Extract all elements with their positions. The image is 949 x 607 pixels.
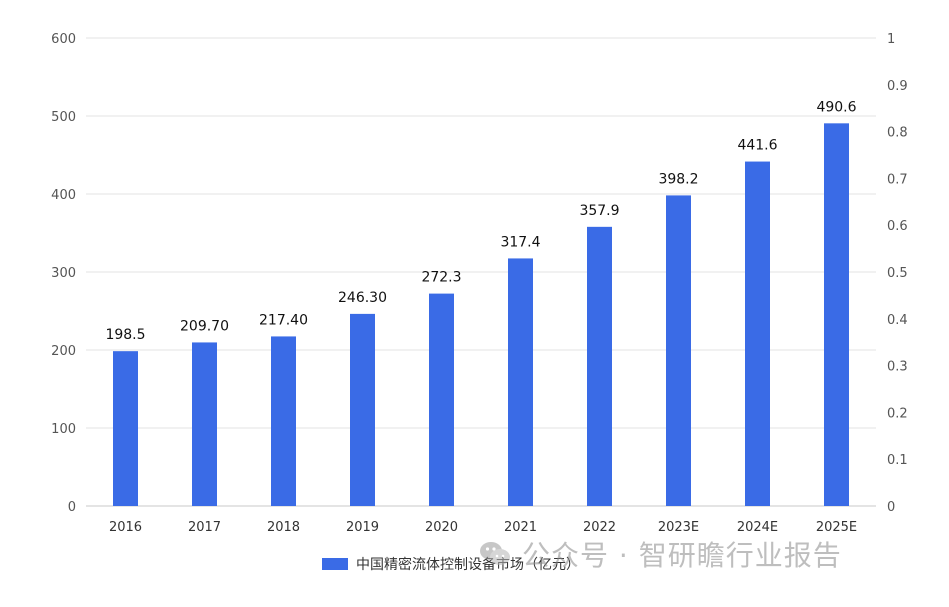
y2-tick-label: 0.2	[887, 406, 908, 421]
y-axis-left: 0 100 200 300 400 500 600	[51, 32, 76, 515]
x-tick-label: 2017	[188, 520, 221, 535]
data-label: 398.2	[658, 171, 698, 187]
legend-label: 中国精密流体控制设备市场（亿元）	[356, 557, 580, 573]
y2-tick-label: 0.5	[887, 266, 908, 281]
bar	[587, 226, 612, 506]
data-label: 246.30	[338, 290, 387, 306]
bar	[113, 351, 138, 506]
y2-tick-label: 0.6	[887, 219, 908, 234]
x-tick-label: 2023E	[658, 520, 699, 535]
bar	[271, 336, 296, 506]
bar	[508, 258, 533, 506]
y2-tick-label: 0	[887, 500, 895, 515]
x-tick-label: 2021	[504, 520, 537, 535]
data-labels: 198.5 209.70 217.40 246.30 272.3 317.4 357.9 39…	[105, 99, 856, 343]
y-tick-label: 200	[51, 344, 76, 359]
data-label: 217.40	[259, 312, 308, 328]
data-label: 357.9	[579, 203, 619, 219]
bar-series	[113, 123, 849, 507]
data-label: 209.70	[180, 318, 229, 334]
bar	[824, 123, 849, 506]
bar	[192, 342, 217, 506]
y-tick-label: 0	[68, 500, 76, 515]
gridlines	[86, 37, 876, 507]
y2-tick-label: 1	[887, 32, 895, 47]
bar	[745, 161, 770, 506]
x-tick-label: 2022	[583, 520, 616, 535]
watermark: 公众号 · 智研瞻行业报告	[478, 532, 842, 576]
y2-tick-label: 0.7	[887, 172, 908, 187]
legend-swatch	[322, 558, 348, 570]
y2-tick-label: 0.9	[887, 79, 908, 94]
data-label: 490.6	[816, 99, 856, 115]
y-tick-label: 500	[51, 110, 76, 125]
y-tick-label: 600	[51, 32, 76, 47]
x-tick-label: 2016	[109, 520, 142, 535]
y2-tick-label: 0.8	[887, 126, 908, 141]
data-label: 441.6	[737, 138, 777, 154]
y-tick-label: 300	[51, 266, 76, 281]
wechat-icon	[480, 542, 510, 565]
x-axis: 2016 2017 2018 2019 2020 2021 2022 2023E 2024E 20…	[109, 520, 857, 535]
bar	[429, 293, 454, 506]
y-axis-right: 0 0.1 0.2 0.3 0.4 0.5 0.6 0.7 0.8 0.9 1	[887, 32, 908, 515]
bar	[666, 195, 691, 507]
y2-tick-label: 0.4	[887, 313, 908, 328]
data-label: 198.5	[105, 327, 145, 343]
data-label: 317.4	[500, 234, 540, 250]
data-label: 272.3	[421, 270, 461, 286]
bar	[350, 313, 375, 506]
x-tick-label: 2018	[267, 520, 300, 535]
y2-tick-label: 0.3	[887, 360, 908, 375]
x-tick-label: 2019	[346, 520, 379, 535]
x-tick-label: 2024E	[737, 520, 778, 535]
x-tick-label: 2020	[425, 520, 458, 535]
y-tick-label: 100	[51, 422, 76, 437]
legend: 中国精密流体控制设备市场（亿元）	[322, 553, 580, 575]
watermark-text: 公众号 · 智研瞻行业报告	[522, 539, 842, 572]
x-tick-label: 2025E	[816, 520, 857, 535]
y-tick-label: 400	[51, 188, 76, 203]
y2-tick-label: 0.1	[887, 453, 908, 468]
